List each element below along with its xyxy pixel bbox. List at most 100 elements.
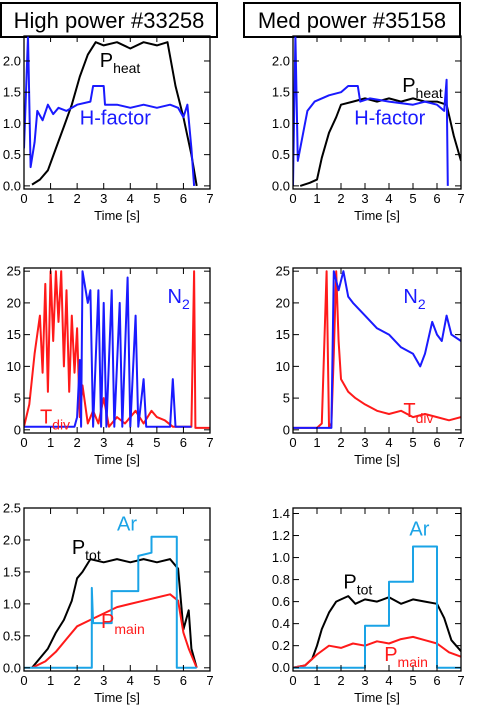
y-tick-label: 0.5	[272, 147, 290, 162]
x-tick-label: 7	[457, 191, 464, 206]
y-tick-label: 1.0	[3, 116, 21, 131]
chart-6: 0 1 2 3 4 5 6 7 0.0 0.2 0.4 0.6 0.8 1.0 1.2 1.4 Time [s]…	[272, 506, 465, 705]
series-label: Ptot	[72, 537, 101, 563]
x-tick-label: 1	[47, 191, 54, 206]
series-label: N2	[403, 286, 425, 312]
x-axis-label: Time [s]	[354, 452, 400, 467]
y-tick-label: 20	[276, 295, 290, 310]
x-tick-label: 4	[127, 435, 134, 450]
chart-1: 0 1 2 3 4 5 6 7 0.0 0.5 1.0 1.5 2.0 Time [s] Pheat H-fa…	[3, 35, 214, 223]
series-line-black	[31, 558, 198, 669]
series-line-blue	[24, 36, 196, 186]
y-tick-label: 1.2	[272, 528, 290, 543]
y-tick-label: 0.0	[3, 178, 21, 193]
x-tick-label: 1	[313, 435, 320, 450]
y-tick-label: 0	[14, 422, 21, 437]
series-line-red	[31, 593, 198, 669]
plot-frame	[292, 507, 462, 672]
series-label: Ar	[409, 519, 429, 541]
y-tick-label: 0.5	[3, 628, 21, 643]
x-tick-label: 6	[180, 435, 187, 450]
y-tick-label: 15	[7, 327, 21, 342]
y-tick-label: 1.5	[3, 564, 21, 579]
header-left: High power #33258	[0, 2, 218, 38]
x-tick-label: 1	[313, 191, 320, 206]
series-label: Tdiv	[403, 400, 433, 426]
series-line-blue	[24, 270, 192, 428]
x-tick-label: 0	[20, 435, 27, 450]
x-tick-label: 2	[74, 673, 81, 688]
y-tick-label: 25	[7, 264, 21, 279]
x-tick-label: 5	[153, 191, 160, 206]
y-tick-label: 0.8	[272, 572, 290, 587]
y-tick-label: 2.0	[272, 53, 290, 68]
series-line-blue	[293, 36, 449, 186]
series-label: Pmain	[384, 644, 428, 670]
charts: 0 1 2 3 4 5 6 7 0.0 0.5 1.0 1.5 2.0 Time [s] Pheat H-fa…	[3, 35, 465, 706]
y-tick-label: 15	[276, 327, 290, 342]
chart-4: 0 1 2 3 4 5 6 7 0 5 10 15 20 25 Time [s] N2 Tdiv	[276, 264, 465, 467]
header-right-label: Med power #35158	[258, 8, 446, 33]
series-line-black	[299, 97, 461, 187]
y-tick-label: 1.4	[272, 506, 290, 521]
x-tick-label: 1	[47, 435, 54, 450]
y-tick-label: 10	[7, 359, 21, 374]
x-tick-label: 7	[206, 673, 213, 688]
x-tick-label: 3	[361, 435, 368, 450]
series-line-cyan	[293, 545, 461, 669]
x-tick-label: 0	[20, 673, 27, 688]
y-tick-label: 1.0	[272, 550, 290, 565]
series-label: N2	[167, 286, 189, 312]
x-tick-label: 6	[433, 191, 440, 206]
plot-frame	[23, 507, 211, 672]
x-tick-label: 6	[433, 673, 440, 688]
x-tick-label: 7	[457, 673, 464, 688]
x-tick-label: 4	[385, 673, 392, 688]
y-tick-label: 2.0	[3, 532, 21, 547]
x-tick-label: 2	[74, 191, 81, 206]
y-tick-label: 1.0	[3, 596, 21, 611]
chart-2: 0 1 2 3 4 5 6 7 0.0 0.5 1.0 1.5 2.0 Time [s] Pheat H-fa…	[272, 35, 465, 223]
x-tick-label: 3	[361, 673, 368, 688]
y-tick-label: 5	[283, 391, 290, 406]
series-line-red	[293, 270, 461, 429]
x-axis-label: Time [s]	[354, 208, 400, 223]
series-label: Ptot	[343, 571, 372, 597]
y-tick-label: 0.2	[272, 638, 290, 653]
x-tick-label: 0	[20, 191, 27, 206]
y-tick-label: 10	[276, 359, 290, 374]
series-label: H-factor	[80, 108, 151, 130]
series-label: Pmain	[101, 611, 145, 637]
x-tick-label: 5	[409, 191, 416, 206]
x-tick-label: 1	[47, 673, 54, 688]
y-tick-label: 2.5	[3, 501, 21, 516]
series-line-blue	[293, 270, 461, 429]
x-tick-label: 2	[74, 435, 81, 450]
x-tick-label: 5	[153, 673, 160, 688]
x-tick-label: 1	[313, 673, 320, 688]
y-tick-label: 1.5	[272, 85, 290, 100]
series-line-cyan	[24, 535, 197, 669]
series-label: H-factor	[354, 108, 425, 130]
series-label: Tdiv	[40, 406, 70, 432]
y-tick-label: 25	[276, 264, 290, 279]
x-tick-label: 2	[337, 435, 344, 450]
plot-frame	[292, 35, 462, 190]
series-line-red	[293, 635, 461, 669]
x-tick-label: 4	[385, 191, 392, 206]
chart-5: 0 1 2 3 4 5 6 7 0.0 0.5 1.0 1.5 2.0 2.5 Time [s] Ptot Ar…	[3, 501, 214, 706]
y-tick-label: 0.4	[272, 616, 290, 631]
x-tick-label: 0	[289, 191, 296, 206]
series-label: Ar	[117, 513, 137, 535]
series-label: Pheat	[402, 75, 443, 101]
y-tick-label: 2.0	[3, 53, 21, 68]
x-tick-label: 3	[100, 673, 107, 688]
x-tick-label: 4	[127, 191, 134, 206]
y-tick-label: 5	[14, 391, 21, 406]
y-tick-label: 0.0	[272, 178, 290, 193]
x-tick-label: 7	[457, 435, 464, 450]
chart-3: 0 1 2 3 4 5 6 7 0 5 10 15 20 25 Time [s] N2 Tdiv	[7, 264, 214, 467]
plot-frame	[23, 267, 211, 434]
y-tick-label: 0.5	[3, 147, 21, 162]
x-tick-label: 3	[100, 191, 107, 206]
